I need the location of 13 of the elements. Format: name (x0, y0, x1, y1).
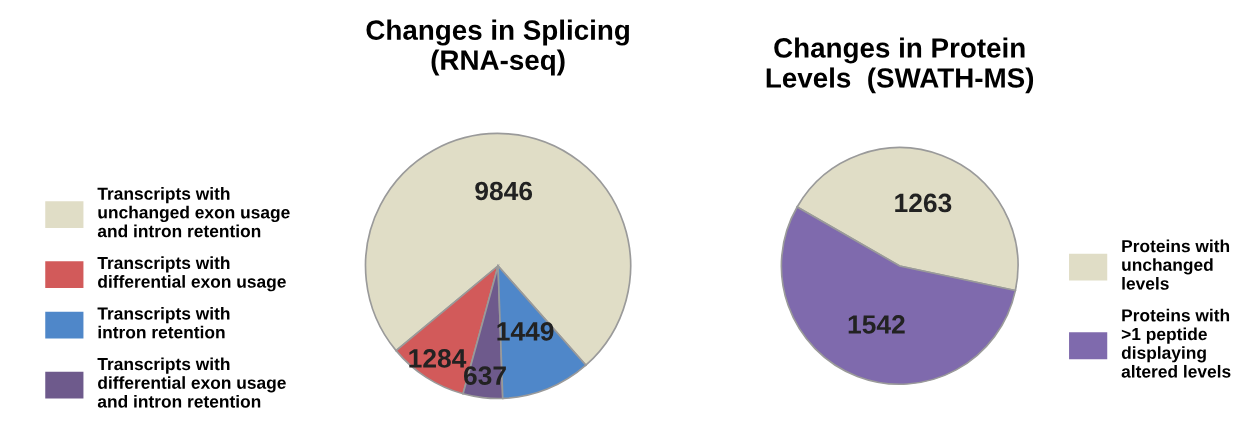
legend-label: Transcripts with differential exon usage (97, 256, 286, 292)
data-label: 1542 (848, 315, 905, 334)
chart-title: Changes in Splicing (RNA-seq) (366, 19, 629, 76)
legend-label: Proteins with >1 peptide displaying altered levels (1121, 308, 1231, 378)
legend-label: Transcripts with intron retention (97, 306, 230, 339)
legend-label: Transcripts with differential exon usage and intron retention (97, 357, 286, 408)
data-label: 1449 (497, 322, 554, 341)
data-label: 9846 (475, 181, 533, 201)
data-label: 1284 (409, 349, 467, 368)
legend-label: Transcripts with unchanged exon usage and intron retention (97, 187, 290, 238)
chart-title: Changes in Protein Levels (SWATH-MS) (766, 37, 1034, 94)
legend-label: Proteins with unchanged levels (1122, 239, 1230, 290)
data-label: 1263 (895, 193, 952, 213)
